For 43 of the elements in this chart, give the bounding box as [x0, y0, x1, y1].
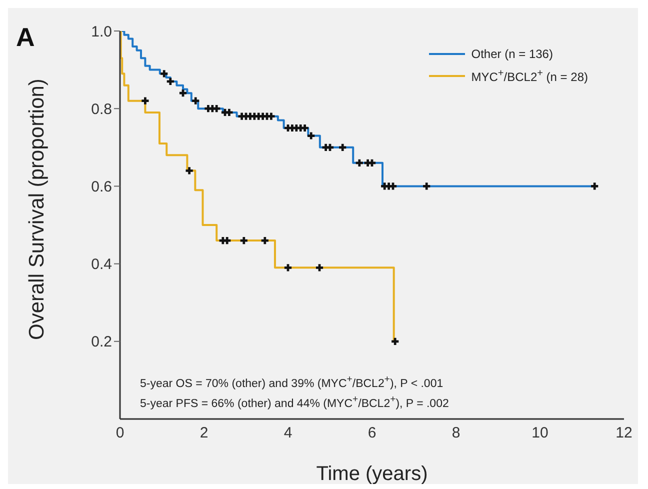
x-tick-label: 0 [116, 424, 124, 442]
y-axis-title: Overall Survival (proportion) [25, 78, 48, 340]
point [186, 167, 193, 174]
x-tick-label: 10 [532, 424, 548, 442]
point [213, 105, 220, 112]
y-tick-label: 1.0 [91, 23, 112, 40]
x-tick-label: 6 [368, 424, 376, 442]
point [240, 236, 248, 244]
x-tick-label: 4 [284, 424, 292, 442]
point [142, 97, 149, 104]
point [389, 182, 397, 190]
point [284, 264, 292, 272]
legend-label: Other (n = 136) [471, 46, 553, 63]
annotation: 5-year PFS = 66% (other) and 44% (MYC$^{+}$/BCL2$^{+}$), P = .002 [140, 394, 449, 410]
y-tick-label: 0.8 [91, 100, 112, 118]
x-axis-title: Time (years) [316, 463, 428, 485]
point [308, 132, 315, 140]
point [261, 236, 268, 244]
point [326, 144, 334, 151]
y-tick-label: 0.2 [91, 334, 112, 351]
point [301, 124, 308, 132]
point [226, 108, 233, 116]
point [166, 78, 174, 85]
point [192, 97, 200, 104]
point [160, 70, 168, 78]
point [316, 264, 324, 272]
point [339, 144, 346, 151]
point [356, 159, 363, 166]
x-tick-label: 8 [452, 424, 460, 442]
point [268, 112, 275, 120]
x-tick-label: 2 [200, 424, 208, 442]
point [179, 90, 187, 97]
point [591, 182, 598, 190]
point [224, 236, 231, 244]
legend-label: MYC$^{+}$/BCL2$^{+}$ (n = 28) [471, 67, 588, 86]
y-tick-label: 0.6 [91, 178, 112, 196]
point [423, 182, 430, 190]
y-tick-label: 0.4 [91, 256, 112, 274]
point [368, 159, 376, 166]
chart-title: A [16, 22, 35, 52]
point [392, 338, 399, 345]
x-tick-label: 12 [616, 424, 632, 442]
annotation: 5-year OS = 70% (other) and 39% (MYC$^{+}$/BCL2$^{+}$), P < .001 [140, 374, 444, 390]
